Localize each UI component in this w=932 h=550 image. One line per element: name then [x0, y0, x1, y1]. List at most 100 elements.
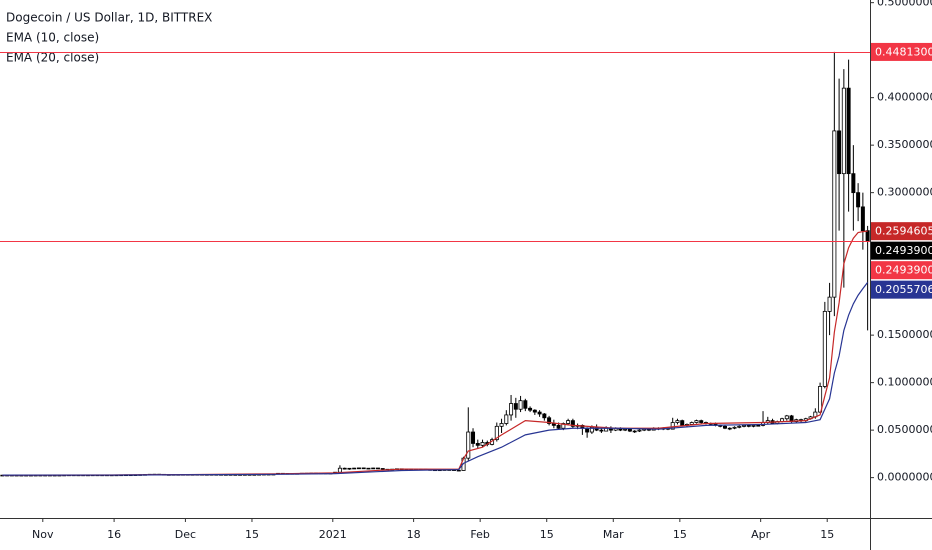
candle — [371, 467, 376, 470]
candle — [784, 414, 789, 421]
candle-body — [361, 467, 366, 470]
candle-body — [860, 206, 865, 232]
price-tag-label: 0.25946057 — [875, 225, 932, 238]
x-tick-label: 15 — [245, 528, 259, 541]
candle — [366, 467, 371, 470]
candle — [504, 410, 509, 426]
candle-body — [627, 428, 632, 432]
candle — [375, 467, 380, 470]
candle — [528, 406, 533, 413]
candle — [361, 467, 366, 470]
candle — [841, 69, 846, 288]
candle — [513, 397, 518, 418]
candle — [837, 78, 842, 231]
candle — [532, 409, 537, 415]
legend-entry: EMA (20, close) — [6, 51, 99, 65]
candle — [356, 467, 361, 470]
y-tick-label: 0.10000000 — [877, 376, 932, 389]
price-tag — [871, 280, 932, 299]
candle-body — [856, 192, 861, 208]
candle-body — [371, 467, 376, 470]
candle-body — [532, 409, 537, 413]
candle-body — [589, 426, 594, 433]
candle-body — [475, 443, 480, 446]
y-tick-label: 0.00000000 — [877, 471, 932, 484]
candle-body — [523, 400, 528, 409]
x-tick-label: Feb — [470, 528, 489, 541]
candle — [537, 410, 542, 417]
candle — [846, 59, 851, 212]
candle-body — [352, 467, 357, 470]
candle-body — [456, 469, 461, 472]
candle-body — [542, 413, 547, 419]
candle — [471, 428, 476, 448]
candle-body — [513, 403, 518, 410]
candle-body — [784, 415, 789, 420]
candle-body — [818, 386, 823, 413]
candle-body — [466, 431, 471, 459]
chart-title: Dogecoin / US Dollar, 1D, BITTREX — [6, 11, 212, 25]
x-tick-label: Apr — [751, 528, 771, 541]
candle — [732, 426, 737, 430]
candle — [860, 192, 865, 250]
y-tick-label: 0.05000000 — [877, 423, 932, 436]
candle — [727, 427, 732, 431]
candle-body — [566, 420, 571, 424]
candle-body — [727, 427, 732, 430]
y-tick-label: 0.35000000 — [877, 138, 932, 151]
x-tick-label: 2021 — [319, 528, 347, 541]
candle — [523, 398, 528, 412]
candle-body — [694, 420, 699, 423]
candle-body — [504, 414, 509, 424]
candle-body — [723, 425, 728, 429]
candle-body — [347, 467, 352, 470]
candle — [675, 418, 680, 425]
candle-body — [366, 467, 371, 470]
y-tick-label: 0.50000000 — [877, 0, 932, 9]
ema-line — [2, 281, 869, 476]
y-tick-label: 0.40000000 — [877, 91, 932, 104]
price-tag — [871, 222, 932, 241]
candle-body — [375, 467, 380, 470]
candle-body — [675, 420, 680, 423]
candle-body — [528, 407, 533, 411]
candle-body — [623, 428, 628, 431]
candle — [347, 467, 352, 470]
candle-body — [547, 417, 552, 424]
candle-body — [699, 420, 704, 423]
candle — [599, 428, 604, 433]
candle-body — [670, 422, 675, 430]
candle-body — [742, 424, 747, 427]
candle — [632, 430, 637, 433]
candle — [499, 418, 504, 433]
candle — [547, 415, 552, 426]
candle-body — [680, 420, 685, 426]
candle-body — [737, 425, 742, 428]
candle-body — [556, 424, 561, 429]
candle-body — [822, 310, 827, 387]
legend-entry: EMA (10, close) — [6, 31, 99, 45]
candle-body — [380, 468, 385, 470]
candle — [827, 282, 832, 336]
candle-body — [570, 420, 575, 427]
candle-body — [494, 425, 499, 441]
candle-body — [356, 467, 361, 470]
candle — [518, 395, 523, 413]
candle — [822, 301, 827, 389]
candle-body — [342, 467, 347, 470]
price-tag — [871, 261, 932, 280]
candle-body — [746, 424, 751, 427]
candle — [865, 225, 870, 331]
candle — [699, 419, 704, 424]
candle-body — [851, 173, 856, 194]
candle-body — [509, 403, 514, 416]
candle-body — [732, 426, 737, 429]
x-tick-label: 15 — [673, 528, 687, 541]
candle-body — [561, 423, 566, 429]
candle-body — [751, 424, 756, 427]
